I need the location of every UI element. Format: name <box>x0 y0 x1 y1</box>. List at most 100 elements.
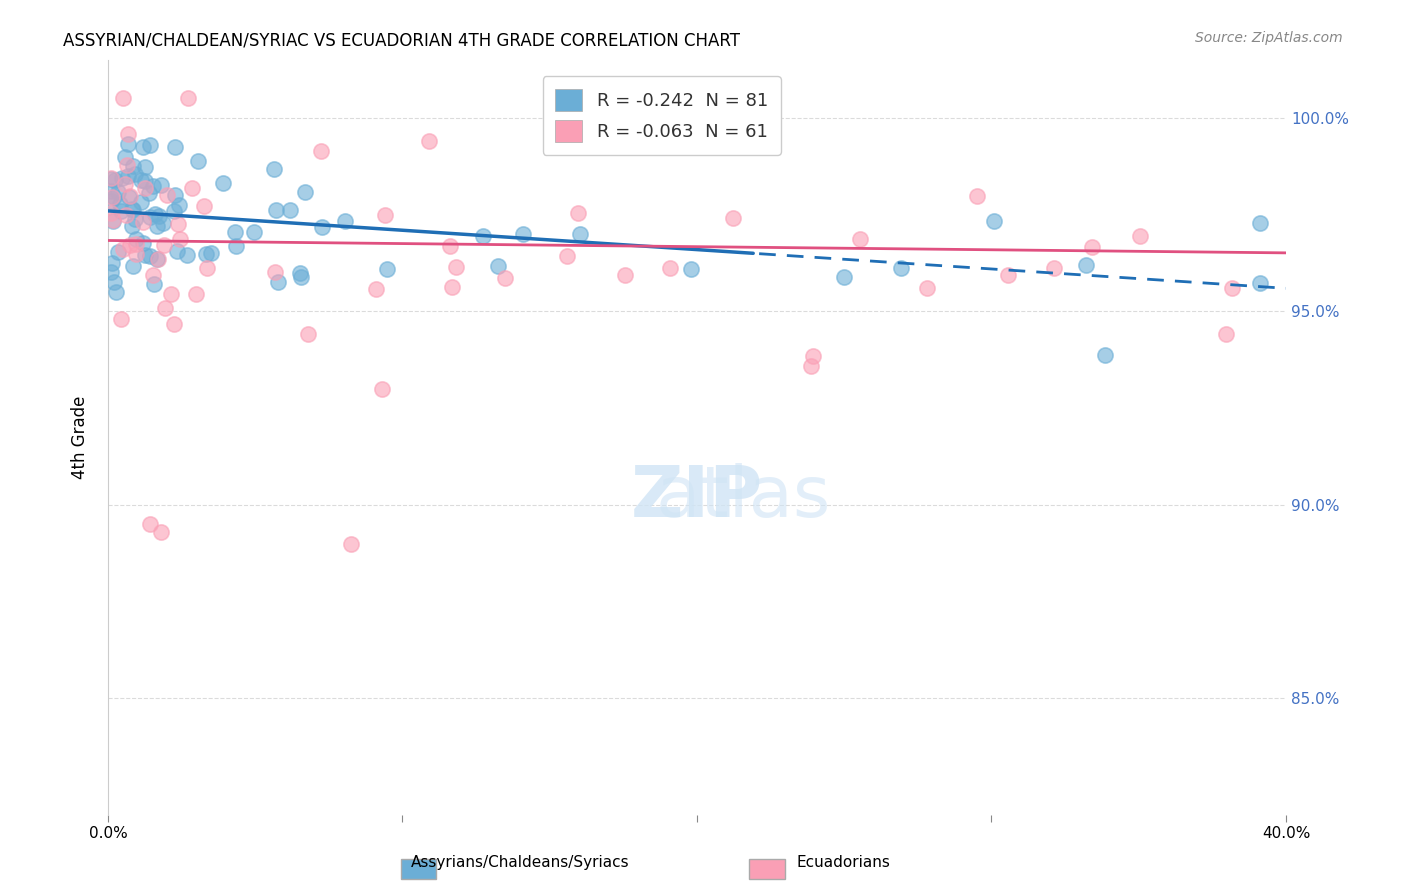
Point <box>169 232 191 246</box>
Point <box>134 173 156 187</box>
Point <box>153 301 176 315</box>
Point <box>1043 261 1066 276</box>
Point <box>966 189 988 203</box>
Point <box>121 202 143 217</box>
Point <box>375 262 398 277</box>
Point <box>103 276 125 290</box>
Point <box>152 216 174 230</box>
Point <box>1081 240 1104 254</box>
Point <box>997 268 1019 282</box>
Point <box>110 311 132 326</box>
Point <box>142 277 165 292</box>
Point <box>124 247 146 261</box>
Point <box>104 285 127 299</box>
Point <box>167 197 190 211</box>
Point <box>110 170 132 185</box>
Point <box>1220 281 1243 295</box>
Point <box>104 173 127 187</box>
Point <box>180 180 202 194</box>
Point <box>364 282 387 296</box>
Point <box>486 259 509 273</box>
Point <box>139 248 162 262</box>
Point <box>333 214 356 228</box>
Point <box>101 214 124 228</box>
Point <box>440 280 463 294</box>
Text: Source: ZipAtlas.com: Source: ZipAtlas.com <box>1195 31 1343 45</box>
Point <box>294 185 316 199</box>
Point <box>167 217 190 231</box>
Point <box>187 154 209 169</box>
Point <box>801 349 824 363</box>
Y-axis label: 4th Grade: 4th Grade <box>72 395 89 479</box>
Point <box>163 140 186 154</box>
Point <box>139 210 162 224</box>
Point <box>568 227 591 242</box>
Point <box>681 262 703 277</box>
Text: ZIP: ZIP <box>631 463 763 532</box>
Point <box>100 171 122 186</box>
Point <box>264 265 287 279</box>
Point <box>472 228 495 243</box>
Point <box>101 212 124 227</box>
Point <box>124 167 146 181</box>
Point <box>115 158 138 172</box>
Point <box>129 194 152 209</box>
Point <box>142 178 165 193</box>
Point <box>890 261 912 276</box>
Point <box>115 208 138 222</box>
Point <box>193 199 215 213</box>
Point <box>288 266 311 280</box>
Point <box>915 281 938 295</box>
Point <box>100 184 122 198</box>
Point <box>148 209 170 223</box>
Point <box>124 211 146 226</box>
Point <box>224 225 246 239</box>
Point <box>339 536 361 550</box>
Point <box>163 188 186 202</box>
Point <box>124 236 146 251</box>
Point <box>280 202 302 217</box>
Text: Assyrians/Chaldeans/Syriacs: Assyrians/Chaldeans/Syriacs <box>411 855 630 870</box>
Point <box>120 237 142 252</box>
Point <box>117 136 139 151</box>
Point <box>145 252 167 266</box>
Point <box>118 189 141 203</box>
Point <box>143 207 166 221</box>
Text: ASSYRIAN/CHALDEAN/SYRIAC VS ECUADORIAN 4TH GRADE CORRELATION CHART: ASSYRIAN/CHALDEAN/SYRIAC VS ECUADORIAN 4… <box>63 31 741 49</box>
Point <box>132 215 155 229</box>
Point <box>166 244 188 259</box>
Point <box>139 137 162 152</box>
Point <box>111 242 134 256</box>
Point <box>418 134 440 148</box>
Point <box>849 231 872 245</box>
Point <box>297 326 319 341</box>
Point <box>146 219 169 233</box>
Point <box>567 206 589 220</box>
Point <box>512 227 534 241</box>
Text: atlas: atlas <box>564 463 830 532</box>
Point <box>267 275 290 289</box>
Point <box>311 219 333 234</box>
Point <box>129 173 152 187</box>
Point <box>1249 276 1271 290</box>
Point <box>195 247 218 261</box>
Point <box>110 196 132 211</box>
Point <box>100 206 122 220</box>
Point <box>371 382 394 396</box>
Point <box>112 91 135 105</box>
Point <box>132 235 155 250</box>
Point <box>309 144 332 158</box>
Point <box>1074 258 1097 272</box>
Point <box>107 185 129 199</box>
Point <box>439 239 461 253</box>
Point <box>134 181 156 195</box>
Point <box>122 202 145 217</box>
Legend: R = -0.242  N = 81, R = -0.063  N = 61: R = -0.242 N = 81, R = -0.063 N = 61 <box>543 76 780 154</box>
Point <box>225 238 247 252</box>
Point <box>110 203 132 218</box>
Point <box>117 127 139 141</box>
Point <box>446 260 468 274</box>
Point <box>176 248 198 262</box>
Point <box>132 140 155 154</box>
Text: Ecuadorians: Ecuadorians <box>797 855 890 870</box>
